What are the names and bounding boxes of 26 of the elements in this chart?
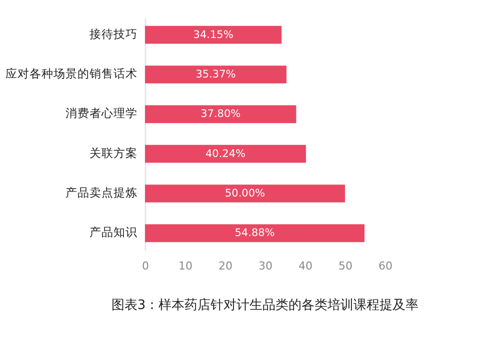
x-tick-label: 60 <box>378 260 392 272</box>
y-tick-label: 接待技巧 <box>90 26 138 41</box>
y-tick-label: 产品知识 <box>90 225 138 240</box>
x-tick-label: 50 <box>338 260 352 272</box>
bar <box>145 26 282 44</box>
bar <box>145 105 296 124</box>
data-label: 50.00% <box>224 187 266 200</box>
x-tick-label: 0 <box>142 260 149 272</box>
x-tick-label: 30 <box>258 260 272 272</box>
x-tick-label: 40 <box>298 260 312 272</box>
data-label: 54.88% <box>234 227 275 240</box>
bar <box>145 184 345 202</box>
x-tick-label: 20 <box>218 260 232 272</box>
data-label: 37.80% <box>200 108 241 120</box>
y-tick-label: 应对各种场景的销售话术 <box>6 66 138 81</box>
y-tick-label: 消费者心理学 <box>66 106 138 120</box>
data-label: 40.24% <box>205 148 246 160</box>
bar <box>145 144 306 163</box>
y-tick-label: 关联方案 <box>90 146 138 160</box>
x-tick-label: 10 <box>178 260 192 272</box>
data-label: 34.15% <box>193 28 234 41</box>
bar <box>145 224 365 242</box>
y-tick-label: 产品卖点提炼 <box>66 185 138 200</box>
data-label: 35.37% <box>196 68 236 81</box>
text: 图表3：样本药店针对计生品类的各类培训课程提及率 <box>111 297 419 313</box>
bar <box>145 66 286 84</box>
